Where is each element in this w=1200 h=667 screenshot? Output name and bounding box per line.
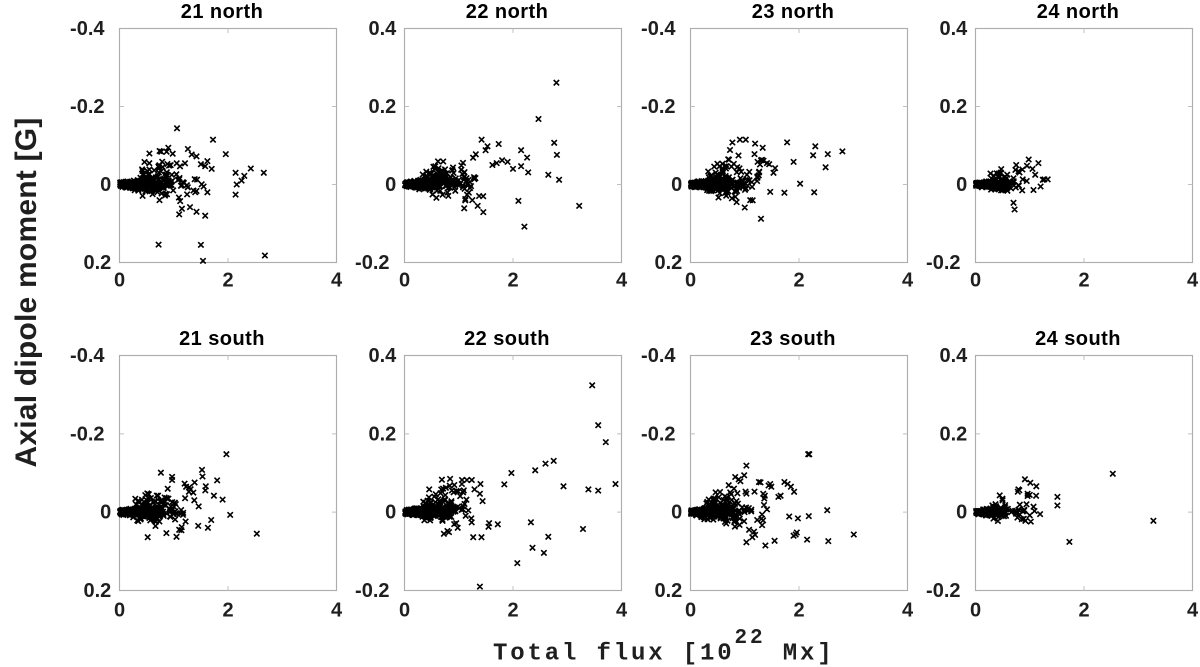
svg-text:2: 2 <box>793 270 804 292</box>
svg-text:0.2: 0.2 <box>368 96 396 118</box>
svg-text:0.2: 0.2 <box>83 252 111 274</box>
svg-text:0: 0 <box>956 174 967 196</box>
svg-text:-0.2: -0.2 <box>70 423 104 445</box>
svg-text:-0.2: -0.2 <box>641 96 675 118</box>
svg-text:0: 0 <box>970 600 981 622</box>
svg-text:0: 0 <box>399 600 410 622</box>
svg-text:4: 4 <box>331 270 343 292</box>
svg-text:-0.2: -0.2 <box>926 252 960 274</box>
svg-text:23 north: 23 north <box>752 1 835 23</box>
svg-text:0: 0 <box>114 270 125 292</box>
svg-text:24 north: 24 north <box>1037 1 1120 23</box>
svg-text:0: 0 <box>100 502 111 524</box>
svg-text:2: 2 <box>793 600 804 622</box>
svg-text:0: 0 <box>685 600 696 622</box>
svg-text:4: 4 <box>902 600 914 622</box>
svg-text:22 south: 22 south <box>464 328 550 350</box>
svg-text:23 south: 23 south <box>750 328 836 350</box>
svg-text:0: 0 <box>385 174 396 196</box>
svg-text:0: 0 <box>671 502 682 524</box>
svg-text:4: 4 <box>902 270 914 292</box>
svg-text:0: 0 <box>385 502 396 524</box>
svg-text:0.4: 0.4 <box>368 18 397 40</box>
svg-text:0.4: 0.4 <box>939 18 968 40</box>
svg-text:4: 4 <box>616 270 628 292</box>
svg-text:4: 4 <box>1187 270 1199 292</box>
svg-text:0.2: 0.2 <box>368 423 396 445</box>
svg-text:0.2: 0.2 <box>654 252 682 274</box>
svg-text:24 south: 24 south <box>1035 328 1121 350</box>
svg-text:0.2: 0.2 <box>83 580 111 602</box>
svg-text:-0.4: -0.4 <box>641 345 676 367</box>
svg-text:0: 0 <box>114 600 125 622</box>
svg-text:2: 2 <box>1078 270 1089 292</box>
svg-text:0.2: 0.2 <box>939 96 967 118</box>
svg-text:21 south: 21 south <box>179 328 265 350</box>
svg-text:4: 4 <box>331 600 343 622</box>
svg-text:21 north: 21 north <box>181 1 264 23</box>
svg-text:2: 2 <box>507 270 518 292</box>
svg-text:0: 0 <box>956 502 967 524</box>
svg-text:0: 0 <box>671 174 682 196</box>
svg-text:-0.2: -0.2 <box>641 423 675 445</box>
svg-text:Total flux [1022 Mx]: Total flux [1022 Mx] <box>493 627 834 667</box>
svg-text:0.4: 0.4 <box>939 345 968 367</box>
svg-text:-0.4: -0.4 <box>70 345 105 367</box>
svg-text:-0.2: -0.2 <box>70 96 104 118</box>
svg-text:-0.2: -0.2 <box>355 580 389 602</box>
svg-text:-0.4: -0.4 <box>641 18 676 40</box>
svg-text:0: 0 <box>970 270 981 292</box>
svg-text:4: 4 <box>1187 600 1199 622</box>
svg-text:2: 2 <box>222 600 233 622</box>
svg-text:2: 2 <box>507 600 518 622</box>
svg-text:0.2: 0.2 <box>939 423 967 445</box>
svg-text:4: 4 <box>616 600 628 622</box>
svg-text:2: 2 <box>1078 600 1089 622</box>
svg-text:2: 2 <box>222 270 233 292</box>
svg-text:0: 0 <box>399 270 410 292</box>
svg-text:0.2: 0.2 <box>654 580 682 602</box>
svg-text:-0.4: -0.4 <box>70 18 105 40</box>
svg-text:Axial dipole moment [G]: Axial dipole moment [G] <box>10 117 43 467</box>
svg-text:0: 0 <box>685 270 696 292</box>
svg-text:-0.2: -0.2 <box>355 252 389 274</box>
svg-text:0.4: 0.4 <box>368 345 397 367</box>
svg-text:0: 0 <box>100 174 111 196</box>
svg-text:-0.2: -0.2 <box>926 580 960 602</box>
svg-text:22 north: 22 north <box>466 1 549 23</box>
